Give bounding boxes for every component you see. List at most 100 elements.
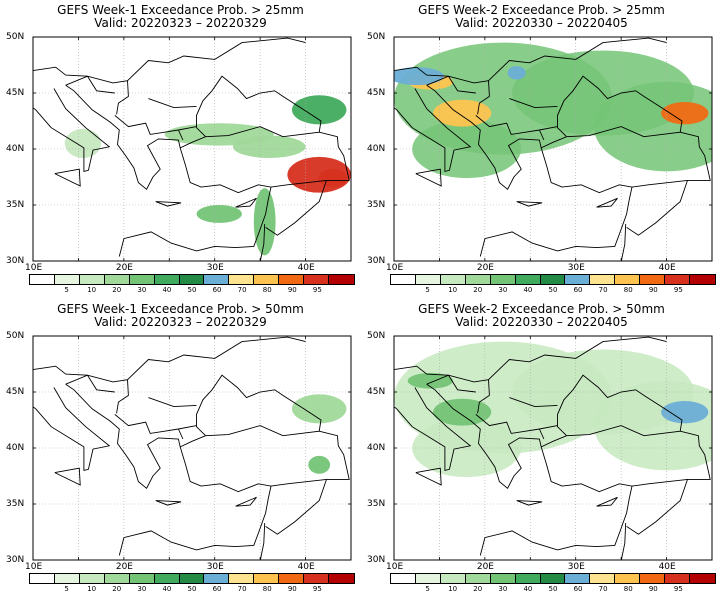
colorbar-label: 20 [112,585,122,593]
coastline [155,201,182,207]
prob-area-levant [253,188,276,256]
coastline [426,374,683,490]
prob-area-georgia [291,95,347,125]
coastline [235,197,257,208]
prob-area-italy-south [64,128,102,158]
country-border [65,336,306,385]
colorbar-swatch [415,574,441,583]
colorbar-swatch [129,275,155,284]
lon-tick-label: 10E [386,562,404,572]
coastline [596,496,618,507]
colorbar-swatch [590,574,616,583]
lat-tick-label: 35N [6,200,25,210]
colorbar-swatch [690,574,715,583]
colorbar-swatch [204,574,230,583]
country-border [620,223,627,261]
colorbar [29,274,355,285]
colorbar-label: 70 [598,585,608,593]
panel-title: GEFS Week-1 Exceedance Prob. > 50mm [57,302,304,316]
colorbar-swatch [490,574,516,583]
prob-area-se-turkey-core [318,169,348,188]
coastline [426,75,683,191]
lat-tick-label: 35N [6,499,25,509]
prob-area-caucasus [661,400,709,424]
country-border [426,37,667,86]
colorbar-swatch [515,275,541,284]
colorbar-swatch [665,275,691,284]
colorbar-swatch [279,574,305,583]
colorbar-label: 40 [162,286,172,294]
lon-tick-label: 30E [206,562,224,572]
panel-valid-dates: Valid: 20220330 – 20220405 [455,315,628,329]
coastline [516,500,543,506]
coastline [118,446,272,556]
lon-tick-label: 20E [476,263,494,273]
colorbar-swatch [391,574,416,583]
colorbar-label: 20 [112,286,122,294]
colorbar-label: 80 [262,585,272,593]
colorbar-label: 50 [187,286,197,294]
map-panel-1: GEFS Week-1 Exceedance Prob. > 25mm Valid… [0,0,361,299]
lon-tick-label: 10E [386,263,404,273]
colorbar-swatch [329,574,354,583]
colorbar-swatch [30,275,55,284]
colorbar-swatch [615,574,641,583]
colorbar-swatch [690,275,715,284]
lat-tick-label: 40N [367,443,386,453]
colorbar-swatch [540,574,566,583]
colorbar-swatch [154,275,180,284]
lat-tick-label: 30N [367,256,386,266]
country-border [148,397,197,408]
colorbar-swatch [179,574,205,583]
country-border [177,428,184,440]
colorbar-swatch [391,275,416,284]
lat-tick-label: 45N [6,387,25,397]
colorbar-label: 90 [648,585,658,593]
colorbar-label: 70 [237,286,247,294]
coastline [118,147,272,257]
country-border [631,430,711,487]
colorbar-swatch [515,574,541,583]
lon-tick-label: 10E [25,562,43,572]
lon-tick-label: 20E [115,263,133,273]
coastline [54,168,81,187]
colorbar-label: 10 [87,286,97,294]
coastline [33,88,111,172]
country-border [116,80,129,115]
lat-tick-label: 35N [367,200,386,210]
country-border [626,479,688,535]
colorbar-swatch [465,574,491,583]
country-border [448,75,476,94]
lat-tick-label: 50N [367,32,386,42]
colorbar-swatch [440,574,466,583]
colorbar-label: 5 [425,286,430,294]
colorbar-swatch [565,574,591,583]
country-border [65,37,306,86]
lon-tick-label: 40E [297,263,315,273]
colorbar-label: 20 [473,585,483,593]
map-canvas [32,335,352,561]
lat-tick-label: 50N [367,331,386,341]
country-border [116,379,129,414]
lat-tick-label: 45N [367,88,386,98]
map-panel-2: GEFS Week-2 Exceedance Prob. > 25mm Valid… [361,0,722,299]
country-border [477,379,490,414]
coastline [596,197,618,208]
country-border [631,131,711,188]
colorbar-swatch [179,275,205,284]
country-border [509,397,558,408]
coastline [394,88,472,172]
colorbar-label: 40 [523,585,533,593]
country-border [259,522,266,560]
map-canvas [393,36,713,262]
prob-area-turkey-north [232,135,306,158]
colorbar-swatch [54,574,80,583]
colorbar-label: 40 [162,585,172,593]
map-panel-3: GEFS Week-1 Exceedance Prob. > 50mm Valid… [0,299,361,598]
lat-tick-label: 40N [367,144,386,154]
country-border [620,522,627,560]
country-border [394,365,449,376]
colorbar [390,274,716,285]
colorbar-swatch [79,275,105,284]
lon-tick-label: 30E [206,263,224,273]
